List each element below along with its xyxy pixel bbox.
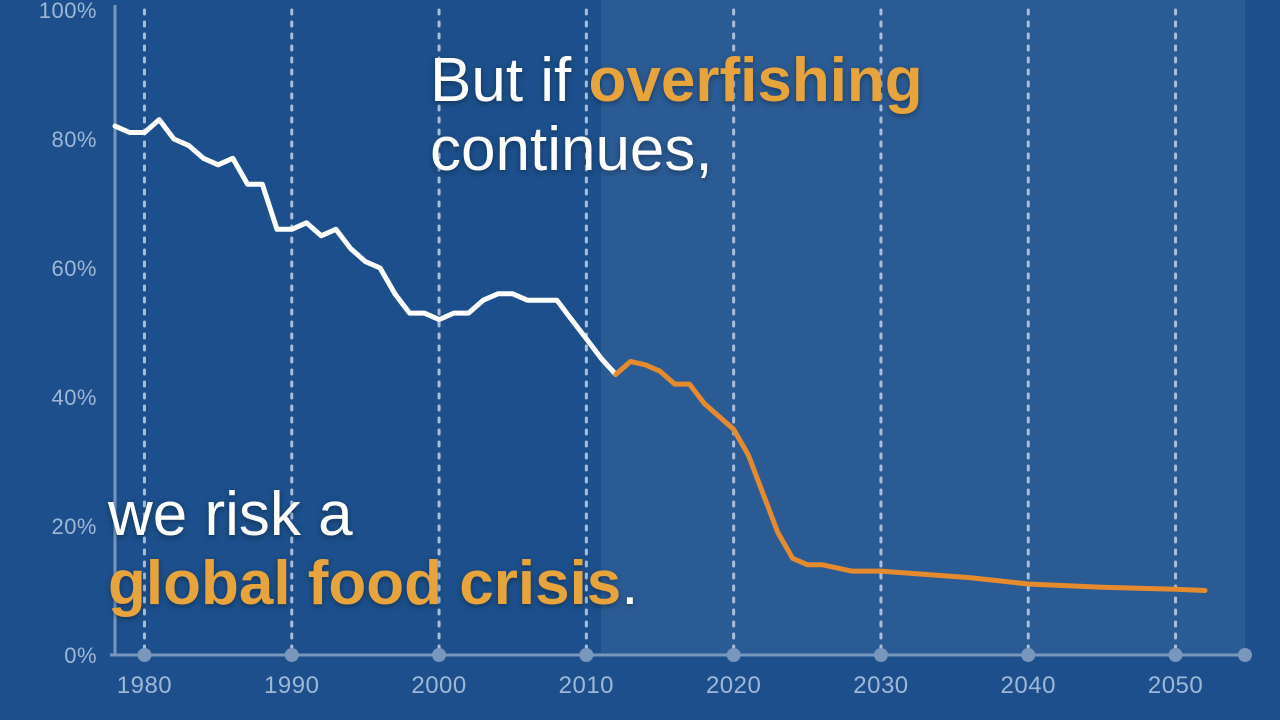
x-tick-label: 2020 bbox=[706, 672, 761, 699]
x-tick-label: 2050 bbox=[1148, 672, 1203, 699]
headline-bottom: we risk aglobal food crisis. bbox=[108, 480, 639, 619]
y-tick-label: 0% bbox=[64, 643, 97, 668]
y-tick-label: 60% bbox=[51, 256, 97, 281]
x-tick-dot bbox=[432, 648, 446, 662]
x-tick-label: 2040 bbox=[1001, 672, 1056, 699]
y-tick-label: 80% bbox=[51, 127, 97, 152]
y-tick-label: 40% bbox=[51, 385, 97, 410]
x-tick-dot bbox=[285, 648, 299, 662]
x-tick-dot bbox=[579, 648, 593, 662]
x-tick-label: 1980 bbox=[117, 672, 172, 699]
x-tick-dot bbox=[1169, 648, 1183, 662]
x-tick-label: 1990 bbox=[264, 672, 319, 699]
y-tick-label: 100% bbox=[39, 0, 97, 23]
x-tick-label: 2010 bbox=[559, 672, 614, 699]
x-tick-dot bbox=[1238, 648, 1252, 662]
x-tick-dot bbox=[874, 648, 888, 662]
y-tick-label: 20% bbox=[51, 514, 97, 539]
x-tick-label: 2030 bbox=[853, 672, 908, 699]
x-tick-dot bbox=[137, 648, 151, 662]
chart-stage: 1980 1990 2000 2010 2020 2030 2040 2050 0% 20% 40%… bbox=[0, 0, 1280, 720]
x-tick-label: 2000 bbox=[411, 672, 466, 699]
x-tick-dot bbox=[727, 648, 741, 662]
x-tick-dot bbox=[1021, 648, 1035, 662]
headline-top: But if overfishingcontinues, bbox=[430, 46, 923, 185]
